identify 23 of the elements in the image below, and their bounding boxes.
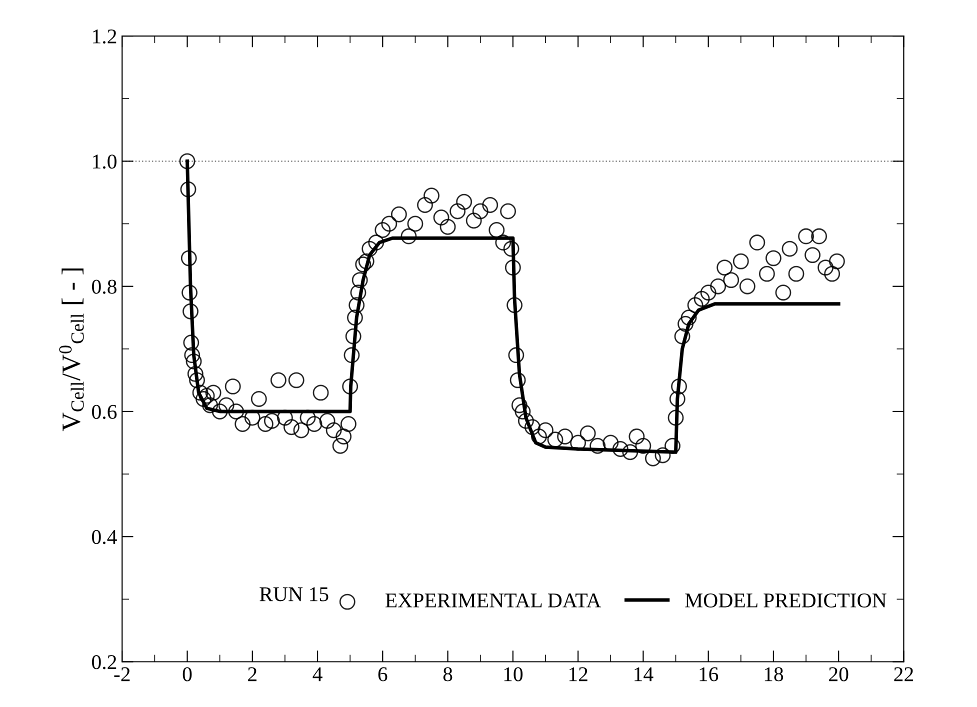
legend-label: MODEL PREDICTION	[685, 593, 886, 608]
x-tick-label: 16	[700, 667, 718, 682]
y-tick-label: 0.2	[92, 655, 116, 670]
x-tick-label: 22	[894, 667, 913, 682]
x-tick-label: 18	[764, 667, 784, 682]
x-tick-label: 0	[182, 667, 192, 682]
x-tick-label: 14	[634, 667, 654, 682]
x-tick-label: 8	[443, 667, 452, 682]
y-tick-label: 0.8	[92, 280, 116, 294]
y-tick-label: 1.0	[93, 154, 116, 169]
x-tick-label: 20	[829, 667, 848, 682]
y-tick-label: 1.2	[93, 29, 116, 44]
y-axis-title: V$_{Cell}$/V$^{0}$$_{Cell}$ [ - ]	[59, 268, 84, 432]
y-tick-label: 0.6	[92, 404, 117, 419]
x-tick-label: 12	[569, 667, 588, 682]
x-tick-label: 2	[248, 667, 256, 682]
annotation: RUN 15	[260, 587, 328, 602]
x-tick-label: 4	[312, 667, 322, 682]
legend-label: EXPERIMENTAL DATA	[385, 594, 602, 608]
x-tick-label: -2	[114, 667, 130, 682]
y-tick-label: 0.4	[92, 530, 117, 544]
x-tick-label: 6	[378, 667, 388, 682]
x-tick-label: 10	[504, 667, 523, 682]
